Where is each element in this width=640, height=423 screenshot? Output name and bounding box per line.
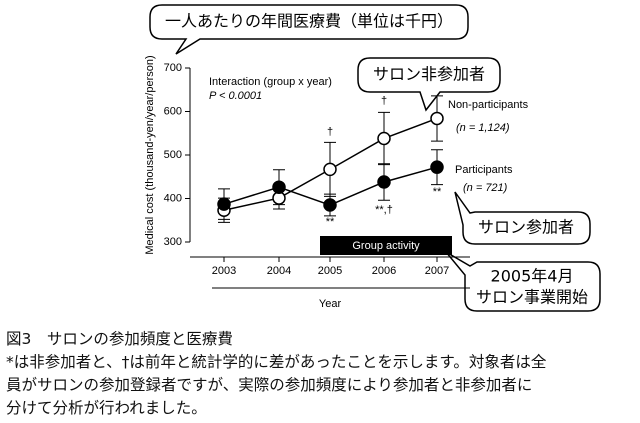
data-point (430, 160, 444, 174)
significance-marker: † (381, 95, 387, 107)
caption-line: *は非参加者と、†は前年と統計学的に差があったことを示します。対象者は全 (6, 353, 547, 371)
x-tick-label: 2005 (318, 265, 342, 277)
chart: 一人あたりの年間医療費（単位は千円） サロン非参加者 サロン参加者 2005年4… (144, 4, 601, 312)
x-tick-label: 2006 (372, 265, 396, 277)
data-point (323, 162, 337, 177)
annotation: P < 0.0001 (209, 90, 262, 102)
x-axis-label: Year (319, 298, 342, 310)
x-tick-label: 2003 (212, 265, 236, 277)
callout: サロン非参加者 (373, 65, 485, 84)
caption-line: 分けて分析が行われました。 (6, 399, 207, 417)
y-tick-label: 700 (164, 62, 182, 74)
y-axis-label: Medical cost (thousand-yen/year/person) (144, 55, 156, 254)
y-tick-label: 400 (164, 192, 182, 204)
series-label: (n = 1,124) (456, 122, 510, 134)
data-point (272, 180, 286, 194)
caption: 図3 サロンの参加頻度と医療費 *は非参加者と、†は前年と統計学的に差があったこ… (6, 328, 638, 420)
y-tick-label: 300 (164, 236, 182, 248)
annotation: Interaction (group x year) (209, 76, 332, 88)
caption-title: 図3 サロンの参加頻度と医療費 (6, 330, 233, 348)
significance-marker: ** (326, 216, 335, 228)
chart-title: 一人あたりの年間医療費（単位は千円） (165, 12, 453, 31)
x-tick-label: 2004 (267, 265, 291, 277)
callout-shapes (149, 4, 601, 312)
data-point (377, 175, 391, 189)
y-tick-label: 500 (164, 149, 182, 161)
y-tick-label: 600 (164, 105, 182, 117)
data-point (217, 197, 231, 211)
series-label: Non-participants (448, 99, 529, 111)
data-point (377, 131, 391, 146)
data-point (430, 111, 444, 126)
callout: 2005年4月 (491, 267, 574, 286)
group-activity-bar (320, 236, 452, 255)
significance-marker: **,† (375, 204, 393, 216)
caption-line: 員がサロンの参加登録者ですが、実際の参加頻度により参加者と非参加者に (6, 376, 533, 394)
significance-marker: ** (433, 186, 442, 198)
series-label: Participants (455, 164, 513, 176)
x-tick-label: 2007 (425, 265, 449, 277)
callout: サロン事業開始 (476, 288, 588, 307)
annotation: Group activity (352, 240, 420, 252)
significance-marker: † (327, 126, 333, 138)
callout: サロン参加者 (478, 218, 574, 237)
series-label: (n = 721) (463, 182, 508, 194)
data-point (323, 198, 337, 212)
